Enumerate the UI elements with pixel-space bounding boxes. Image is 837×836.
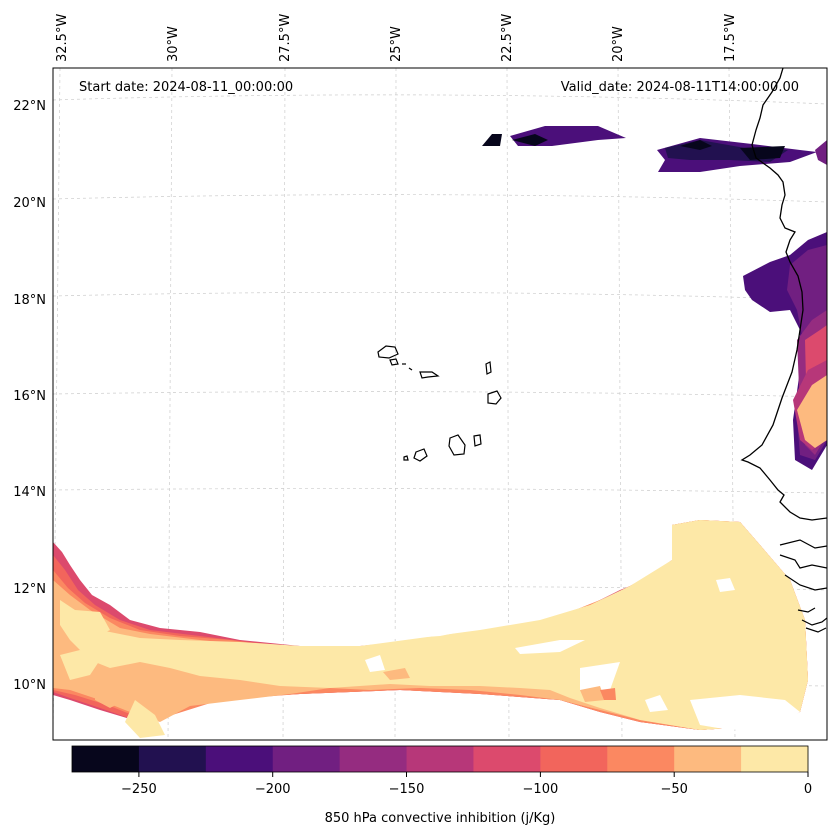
guinea-bissau-coast xyxy=(797,607,827,633)
lat-label: 20°N xyxy=(13,196,46,211)
lon-label: 22.5°W xyxy=(500,14,515,62)
start-date-label: Start date: 2024-08-11_00:00:00 xyxy=(79,80,293,95)
lon-label: 30°W xyxy=(166,26,181,62)
colorbar-frame xyxy=(71,745,809,773)
colorbar-segment xyxy=(540,746,608,772)
colorbar-tick-label: 0 xyxy=(804,782,812,797)
lat-label: 10°N xyxy=(13,678,46,693)
lon-label: 25°W xyxy=(389,26,404,62)
longitude-labels: 32.5°W 30°W 27.5°W 25°W 22.5°W 20°W 17.5… xyxy=(55,14,738,62)
colorbar-segment xyxy=(741,746,809,772)
colorbar-segment xyxy=(72,746,140,772)
valid-date-label: Valid_date: 2024-08-11T14:00:00.00 xyxy=(561,80,799,95)
colorbar-tick-label: −100 xyxy=(523,782,559,797)
colorbar-segment xyxy=(406,746,474,772)
gambia-coast xyxy=(779,539,827,591)
cape-verde-islands xyxy=(377,345,502,462)
lon-label: 17.5°W xyxy=(723,14,738,62)
coastal-cin-region xyxy=(743,232,827,470)
colorbar-segment xyxy=(607,746,675,772)
colorbar-segment xyxy=(473,746,541,772)
colorbar-segment xyxy=(138,746,207,772)
colorbar-segment xyxy=(674,746,742,772)
colorbar-segment xyxy=(272,746,341,772)
lat-label: 14°N xyxy=(13,485,46,500)
colorbar-segment xyxy=(339,746,408,772)
latitude-labels: 22°N 20°N 18°N 16°N 14°N 12°N 10°N xyxy=(13,99,46,693)
lon-label: 32.5°W xyxy=(55,14,70,62)
colorbar-segment xyxy=(205,746,274,772)
colorbar-tick-label: −200 xyxy=(255,782,291,797)
colorbar-tick-label: −150 xyxy=(389,782,425,797)
colorbar-title: 850 hPa convective inhibition (j/Kg) xyxy=(325,811,556,826)
lon-label: 27.5°W xyxy=(278,14,293,62)
colorbar-tick-label: −250 xyxy=(121,782,157,797)
africa-coastline xyxy=(740,68,827,521)
lon-label: 20°W xyxy=(611,26,626,62)
lat-label: 22°N xyxy=(13,99,46,114)
colorbar-tick-label: −50 xyxy=(660,782,687,797)
lat-label: 18°N xyxy=(13,293,46,308)
map-frame xyxy=(52,67,828,741)
lat-label: 16°N xyxy=(13,389,46,404)
south-cin-region xyxy=(53,520,808,738)
lat-label: 12°N xyxy=(13,582,46,597)
colorbar xyxy=(72,746,809,772)
north-cin-region xyxy=(482,126,827,172)
colorbar-ticks xyxy=(138,772,809,777)
